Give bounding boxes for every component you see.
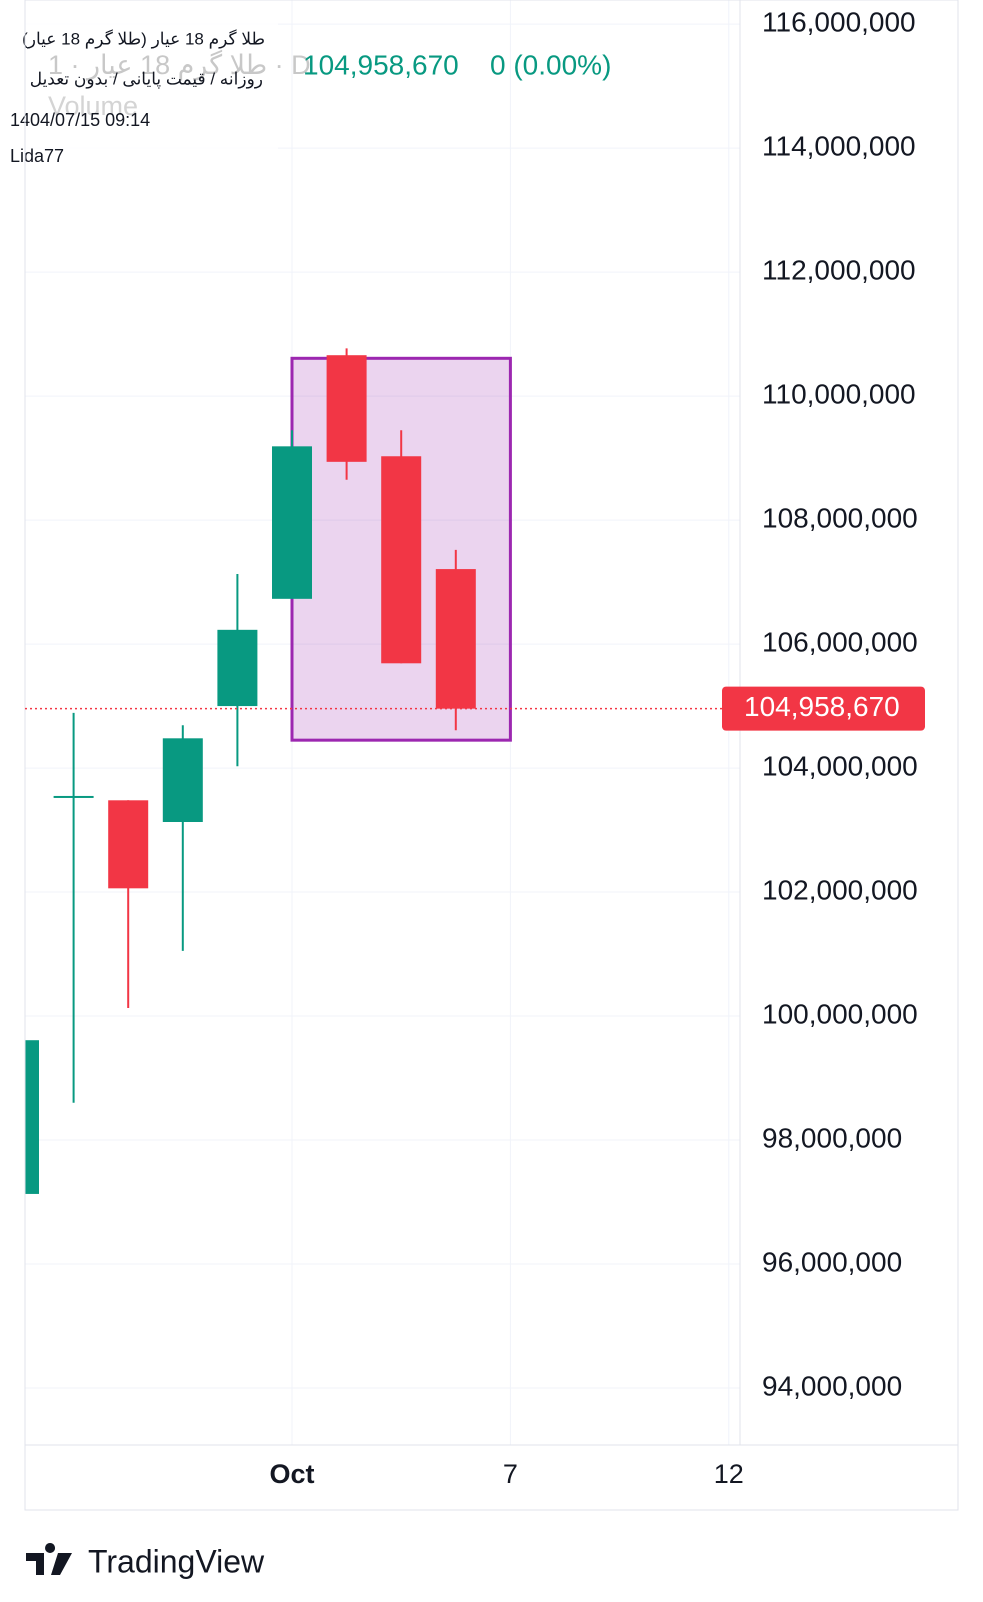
candle-body	[53, 795, 94, 798]
y-tick-label: 112,000,000	[762, 255, 916, 286]
logo	[26, 1543, 72, 1575]
brand: TradingView	[88, 1543, 265, 1579]
candle-body	[381, 456, 422, 664]
y-tick-label: 104,000,000	[762, 750, 918, 781]
x-tick-label: 12	[714, 1459, 744, 1489]
y-tick-label: 98,000,000	[762, 1122, 902, 1153]
candle-body	[272, 446, 312, 599]
y-tick-label: 116,000,000	[762, 7, 916, 38]
ghost-volume: Volume	[48, 91, 138, 121]
title: طلا گرم 18 عیار (طلا گرم 18 عیار)	[22, 28, 265, 49]
change: 0 (0.00%)	[490, 49, 611, 80]
y-tick-label: 108,000,000	[762, 502, 918, 533]
author: Lida77	[10, 146, 64, 166]
y-tick-label: 96,000,000	[762, 1246, 902, 1277]
candle-body	[435, 569, 476, 709]
candle-body	[162, 738, 203, 822]
candle-body	[25, 1040, 39, 1194]
candle-body	[326, 355, 367, 462]
last-price-label: 104,958,670	[744, 691, 900, 722]
price: 104,958,670	[303, 49, 459, 80]
candle-body	[217, 629, 258, 707]
y-tick-label: 102,000,000	[762, 874, 918, 905]
candle-body	[108, 800, 149, 889]
frame	[24, 0, 959, 1511]
legend-bg	[0, 22, 278, 172]
ghost-symbol: 1 · طلا گرم 18 عیار · D	[48, 49, 311, 81]
y-tick-label: 94,000,000	[762, 1370, 902, 1401]
y-tick-label: 106,000,000	[762, 626, 918, 657]
subtitle: روزانه / قیمت پایانی / بدون تعدیل	[30, 69, 263, 89]
timestamp: 1404/07/15 09:14	[10, 110, 150, 130]
y-tick-label: 110,000,000	[762, 379, 916, 410]
last-price-badge	[722, 686, 925, 731]
x-tick-label: 7	[503, 1459, 518, 1489]
y-tick-label: 114,000,000	[762, 131, 916, 162]
x-tick-label: Oct	[269, 1459, 314, 1489]
y-tick-label: 100,000,000	[762, 998, 918, 1029]
